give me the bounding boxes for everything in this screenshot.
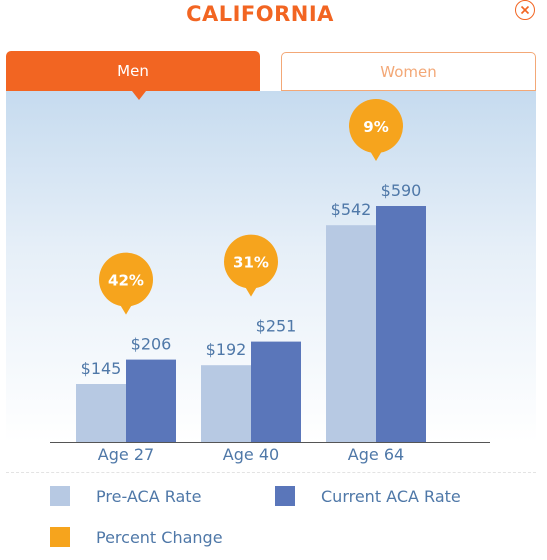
- bar-pre-aca-3: [326, 225, 376, 442]
- percent-change-pointer-3: [370, 151, 382, 161]
- legend-label-current-aca: Current ACA Rate: [321, 486, 461, 506]
- x-tick-label-3: Age 64: [348, 445, 404, 464]
- legend-swatch-pre-aca: [50, 486, 70, 506]
- percent-change-bubble-1: [99, 252, 153, 307]
- percent-change-bubble-2: [224, 234, 278, 289]
- x-tick-label-2: Age 40: [223, 445, 279, 464]
- legend-swatch-percent-change: [50, 527, 70, 547]
- percent-change-pointer-2: [245, 286, 257, 297]
- legend-item-percent-change: Percent Change: [50, 527, 223, 547]
- percent-change-pointer-1: [120, 304, 132, 315]
- data-label-pre-aca-3: $542: [331, 200, 372, 219]
- legend-item-pre-aca: Pre-ACA Rate: [50, 486, 201, 506]
- bar-current-aca-1: [126, 359, 176, 442]
- bar-pre-aca-2: [201, 365, 251, 442]
- legend-item-current-aca: Current ACA Rate: [275, 486, 461, 506]
- data-label-current-aca-3: $590: [381, 181, 422, 200]
- data-label-pre-aca-1: $145: [81, 359, 122, 378]
- x-tick-label-1: Age 27: [98, 445, 154, 464]
- legend-swatch-current-aca: [275, 486, 295, 506]
- close-button[interactable]: [515, 0, 535, 20]
- data-label-pre-aca-2: $192: [206, 340, 247, 359]
- close-icon: [520, 5, 530, 15]
- bar-chart: $145 $206 42% Age 27 $192 $251 31% Age 40 $542 $5…: [50, 99, 490, 464]
- percent-change-label-2: 31%: [233, 254, 269, 272]
- bar-current-aca-2: [251, 341, 301, 442]
- data-label-current-aca-2: $251: [256, 317, 297, 336]
- page-title: CALIFORNIA: [186, 2, 334, 26]
- bar-current-aca-3: [376, 206, 426, 442]
- bar-pre-aca-1: [76, 384, 126, 442]
- tab-men[interactable]: Men: [6, 51, 260, 91]
- active-tab-pointer: [132, 91, 146, 100]
- legend-label-pre-aca: Pre-ACA Rate: [96, 486, 202, 506]
- percent-change-bubble-3: [349, 99, 403, 153]
- percent-change-label-1: 42%: [108, 272, 144, 290]
- percent-change-label-3: 9%: [363, 118, 388, 136]
- data-label-current-aca-1: $206: [131, 335, 172, 354]
- tab-women[interactable]: Women: [281, 52, 536, 91]
- legend-label-percent-change: Percent Change: [96, 527, 223, 547]
- legend-divider: [6, 472, 536, 473]
